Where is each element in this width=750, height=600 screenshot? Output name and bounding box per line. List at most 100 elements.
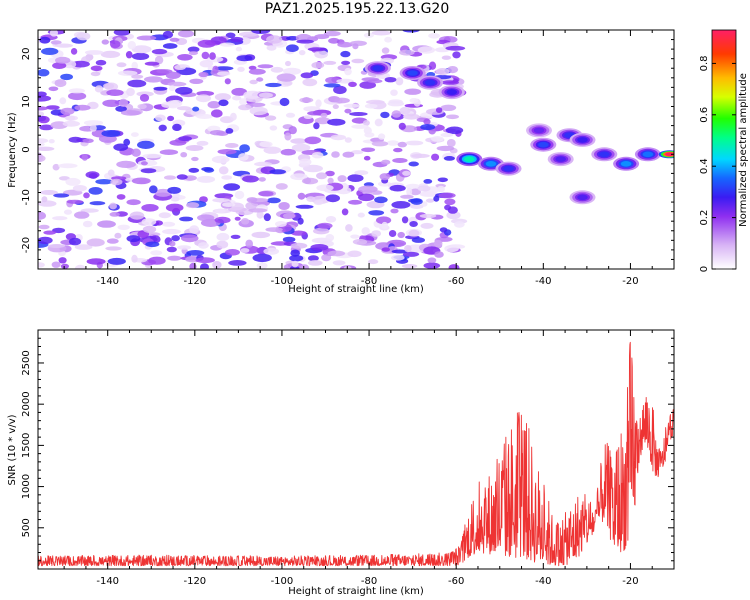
noise-blob bbox=[150, 250, 163, 256]
noise-blob bbox=[212, 198, 230, 203]
noise-blob bbox=[445, 45, 466, 51]
noise-blob bbox=[330, 134, 346, 141]
noise-blob bbox=[89, 124, 97, 132]
noise-blob bbox=[71, 60, 90, 68]
noise-blob bbox=[302, 78, 318, 87]
noise-blob bbox=[84, 50, 104, 55]
noise-blob bbox=[195, 257, 215, 264]
noise-blob bbox=[446, 114, 459, 120]
signal-feature bbox=[538, 141, 549, 148]
y-tick-label: 1500 bbox=[21, 433, 32, 458]
noise-blob bbox=[249, 79, 258, 85]
noise-blob bbox=[431, 153, 440, 161]
noise-blob bbox=[352, 238, 368, 245]
noise-blob bbox=[249, 106, 268, 116]
signal-feature bbox=[577, 194, 588, 201]
noise-blob bbox=[97, 220, 116, 228]
noise-blob bbox=[59, 97, 67, 105]
noise-blob bbox=[314, 50, 328, 59]
noise-blob bbox=[76, 32, 91, 41]
noise-blob bbox=[234, 190, 245, 200]
noise-blob bbox=[313, 227, 330, 235]
noise-blob bbox=[217, 71, 231, 76]
noise-blob bbox=[225, 143, 239, 148]
noise-blob bbox=[195, 94, 212, 103]
noise-blob bbox=[252, 253, 272, 263]
noise-blob bbox=[228, 260, 247, 266]
signal-feature bbox=[555, 156, 566, 162]
noise-blob bbox=[358, 185, 378, 193]
noise-blob bbox=[38, 95, 52, 102]
x-tick-label: -100 bbox=[271, 276, 294, 287]
noise-blob bbox=[90, 65, 103, 72]
noise-blob bbox=[246, 197, 258, 203]
noise-blob bbox=[167, 115, 175, 122]
noise-blob bbox=[240, 218, 250, 225]
signal-feature bbox=[464, 156, 475, 162]
noise-blob bbox=[378, 133, 386, 140]
chart-title: PAZ1.2025.195.22.13.G20 bbox=[264, 1, 450, 17]
noise-blob bbox=[196, 140, 209, 146]
snr-axes: -140 -120 -100 -80 -60 -40 -20 500 1000 1500 2000 2… bbox=[21, 329, 675, 587]
noise-blob bbox=[224, 78, 231, 85]
noise-blob bbox=[371, 30, 392, 36]
noise-blob bbox=[313, 200, 324, 206]
noise-blob bbox=[207, 101, 221, 109]
noise-blob bbox=[354, 170, 369, 176]
noise-blob bbox=[95, 59, 107, 66]
noise-blob bbox=[238, 104, 252, 111]
noise-blob bbox=[140, 168, 157, 174]
noise-blob bbox=[209, 130, 225, 136]
noise-blob bbox=[88, 187, 103, 195]
noise-blob bbox=[109, 40, 121, 49]
noise-blob bbox=[405, 140, 424, 146]
noise-blob bbox=[443, 156, 455, 161]
noise-blob bbox=[371, 230, 382, 237]
noise-blob bbox=[176, 174, 188, 180]
noise-blob bbox=[199, 60, 214, 68]
noise-blob bbox=[214, 93, 231, 101]
noise-blob bbox=[258, 177, 266, 182]
noise-blob bbox=[230, 112, 237, 121]
noise-blob bbox=[283, 212, 296, 219]
noise-blob bbox=[423, 262, 441, 269]
noise-blob bbox=[115, 105, 127, 112]
noise-blob bbox=[74, 244, 93, 250]
noise-blob bbox=[371, 141, 389, 147]
noise-blob bbox=[54, 79, 67, 88]
noise-blob bbox=[243, 90, 262, 99]
noise-blob bbox=[158, 212, 171, 219]
noise-blob bbox=[218, 166, 229, 175]
noise-blob bbox=[445, 126, 464, 135]
colorbar-gradient bbox=[711, 29, 737, 270]
noise-blob bbox=[321, 254, 332, 262]
noise-blob bbox=[171, 235, 180, 242]
noise-blob bbox=[336, 78, 354, 84]
noise-blob bbox=[41, 196, 48, 203]
noise-blob bbox=[211, 109, 223, 118]
noise-blob bbox=[364, 103, 378, 109]
noise-blob bbox=[362, 120, 370, 126]
y-tick-label: 0 bbox=[21, 146, 32, 152]
noise-blob bbox=[145, 241, 160, 248]
y-tick-label: -20 bbox=[21, 237, 32, 253]
noise-blob bbox=[427, 257, 437, 264]
noise-blob bbox=[103, 83, 115, 89]
noise-blob bbox=[197, 214, 215, 222]
noise-blob bbox=[266, 45, 277, 51]
noise-blob bbox=[38, 115, 50, 124]
noise-blob bbox=[367, 79, 383, 84]
noise-blob bbox=[177, 106, 191, 111]
noise-blob bbox=[316, 172, 328, 180]
noise-blob bbox=[66, 199, 84, 204]
noise-blob bbox=[86, 258, 106, 265]
noise-blob bbox=[110, 178, 123, 186]
noise-blob bbox=[259, 141, 273, 148]
noise-blob bbox=[444, 204, 452, 211]
x-tick-label: -100 bbox=[271, 576, 294, 587]
noise-blob bbox=[174, 64, 187, 71]
noise-blob bbox=[52, 62, 67, 69]
noise-blob bbox=[381, 159, 391, 165]
noise-blob bbox=[248, 208, 268, 213]
noise-blob bbox=[95, 179, 113, 185]
